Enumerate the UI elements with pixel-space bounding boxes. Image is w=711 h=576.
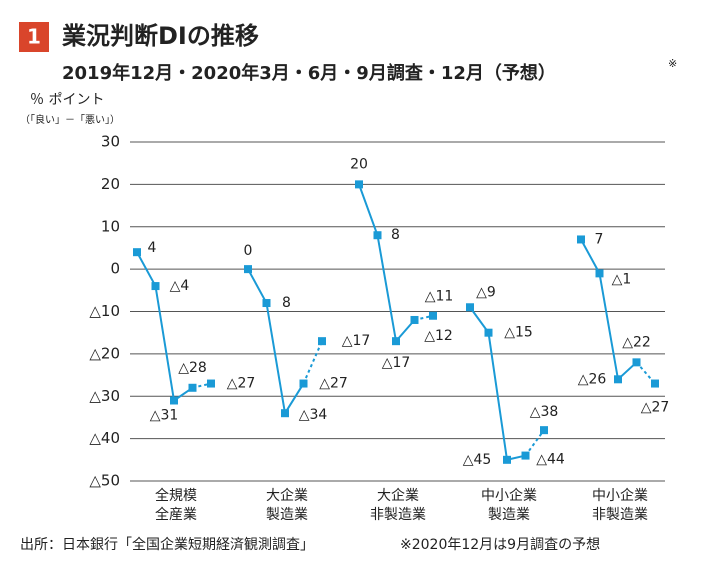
x-tick-label: 全規模 xyxy=(155,487,197,504)
value-label: △12 xyxy=(424,328,453,344)
value-label: △9 xyxy=(476,284,496,300)
value-label: △27 xyxy=(227,376,256,392)
value-label: △27 xyxy=(641,400,670,416)
marker xyxy=(540,426,548,435)
line xyxy=(580,238,638,382)
line xyxy=(136,251,194,403)
y-label: ％ ポイント xyxy=(30,92,104,108)
value-label: △15 xyxy=(504,325,533,341)
y-tick-label: 0 xyxy=(110,260,120,278)
marker xyxy=(170,396,178,405)
marker xyxy=(503,455,511,464)
x-tick-label: 全産業 xyxy=(155,506,197,523)
value-label: △45 xyxy=(463,452,492,468)
value-label: 4 xyxy=(148,240,157,256)
value-label: 8 xyxy=(282,295,291,311)
y-tick-label: 20 xyxy=(101,175,120,193)
number: 1 xyxy=(27,25,41,49)
y-tick-label: 10 xyxy=(101,217,120,235)
y-tick-label: △20 xyxy=(89,344,120,362)
value-label: △44 xyxy=(536,452,565,468)
marker xyxy=(632,358,641,367)
x-tick-label: 中小企業 xyxy=(481,487,537,504)
value-label: 0 xyxy=(244,243,253,259)
y-tick-label: △50 xyxy=(89,472,120,490)
x-tick-label: 製造業 xyxy=(266,507,308,523)
marker xyxy=(207,379,215,388)
x-tick-label: 非製造業 xyxy=(592,507,648,523)
marker xyxy=(355,180,363,189)
y-sublabel: （「良い」－「悪い」） xyxy=(20,113,120,126)
subtitle-mark: ※ xyxy=(668,57,677,70)
forecast-line xyxy=(524,429,545,457)
marker xyxy=(262,299,271,308)
marker xyxy=(373,231,382,240)
x-tick-label: 大企業 xyxy=(377,487,419,504)
marker xyxy=(318,337,326,346)
forecast-line xyxy=(302,340,323,384)
forecast-line xyxy=(635,361,656,385)
marker xyxy=(299,379,308,388)
value-label: △17 xyxy=(342,333,371,349)
value-label: 7 xyxy=(595,231,604,247)
y-tick-label: △30 xyxy=(89,387,120,405)
value-label: △28 xyxy=(178,360,207,376)
x-tick-label: 非製造業 xyxy=(370,507,426,523)
note: ※2020年12月は9月調査の予想 xyxy=(400,537,600,553)
value-label: △27 xyxy=(319,376,348,392)
marker xyxy=(429,311,437,320)
value-label: △34 xyxy=(299,407,328,423)
number-badge xyxy=(19,22,49,52)
y-tick-label: △10 xyxy=(89,302,120,320)
marker xyxy=(151,282,160,291)
value-label: △17 xyxy=(382,355,411,371)
x-tick-label: 製造業 xyxy=(488,507,530,523)
value-label: △31 xyxy=(150,407,179,423)
value-label: △22 xyxy=(622,334,651,350)
subtitle: 2019年12月・2020年3月・6月・9月調査・12月（予想） xyxy=(62,62,556,84)
title: 業況判断DIの推移 xyxy=(62,22,259,50)
line xyxy=(469,306,526,462)
marker xyxy=(133,248,141,257)
marker xyxy=(521,451,530,460)
line xyxy=(247,268,305,416)
marker xyxy=(651,379,659,388)
marker xyxy=(281,409,289,418)
marker xyxy=(188,383,197,392)
value-label: 20 xyxy=(350,156,368,172)
source: 出所：日本銀行「全国企業短期経済観測調査」 xyxy=(20,536,314,553)
line xyxy=(358,184,416,344)
value-label: △26 xyxy=(578,371,607,387)
value-label: △1 xyxy=(612,271,632,287)
marker xyxy=(577,235,585,244)
marker xyxy=(595,269,604,278)
y-tick-label: 30 xyxy=(101,133,120,151)
x-tick-label: 中小企業 xyxy=(592,487,648,504)
marker xyxy=(392,337,400,346)
x-tick-label: 大企業 xyxy=(266,487,308,504)
marker xyxy=(244,265,252,274)
value-label: △38 xyxy=(530,404,559,420)
marker xyxy=(614,375,622,384)
marker xyxy=(410,315,419,324)
value-label: △4 xyxy=(170,278,190,294)
marker xyxy=(484,328,493,337)
y-tick-label: △40 xyxy=(89,429,120,447)
value-label: 8 xyxy=(391,227,400,243)
marker xyxy=(466,303,474,312)
value-label: △11 xyxy=(425,289,454,305)
